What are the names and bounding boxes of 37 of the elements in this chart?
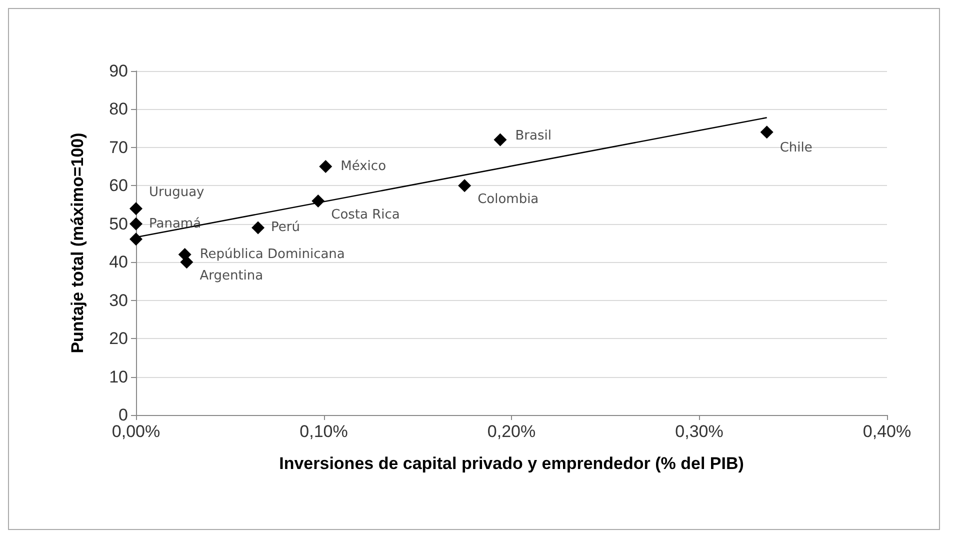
y-tick-label: 0 <box>118 406 128 424</box>
y-tick-label: 70 <box>109 138 128 157</box>
point <box>312 194 325 208</box>
point <box>458 179 472 192</box>
point <box>130 217 142 230</box>
annotation: México <box>340 159 386 174</box>
x-tick-label: 0,20% <box>487 422 536 441</box>
point <box>319 160 332 174</box>
point <box>130 202 142 216</box>
x-tick-label: 0,10% <box>300 422 348 441</box>
point <box>252 221 265 234</box>
y-tick-label: 80 <box>109 100 128 119</box>
y-tick-label: 60 <box>109 176 128 196</box>
point <box>760 126 774 139</box>
annotation: Uruguay <box>149 185 205 200</box>
annotation: Brasil <box>515 128 552 144</box>
y-tick-label: 40 <box>109 252 128 272</box>
annotation: Perú <box>271 220 300 236</box>
point <box>494 133 507 146</box>
x-tick-label: 0,40% <box>862 422 912 441</box>
point <box>180 256 194 269</box>
annotation: República Dominicana <box>200 246 345 262</box>
y-tick-label: 10 <box>109 367 128 386</box>
annotation: Argentina <box>200 268 264 284</box>
y-tick-label: 90 <box>109 62 128 80</box>
x-axis-title: Inversiones de capital privado y emprendedor (% del PIB) <box>279 454 744 473</box>
annotation: Panamá <box>149 216 202 232</box>
x-tick-label: 0,00% <box>112 422 160 441</box>
y-tick-label: 20 <box>109 329 128 348</box>
y-tick-label: 50 <box>109 214 128 234</box>
point <box>130 232 142 246</box>
annotation: Costa Rica <box>331 207 400 222</box>
y-axis-title: Puntaje total (máximo=100) <box>68 132 87 354</box>
y-tick-label: 30 <box>109 290 128 310</box>
annotation: Chile <box>780 140 812 156</box>
annotation: Colombia <box>478 192 539 208</box>
x-tick-label: 0,30% <box>675 422 724 441</box>
